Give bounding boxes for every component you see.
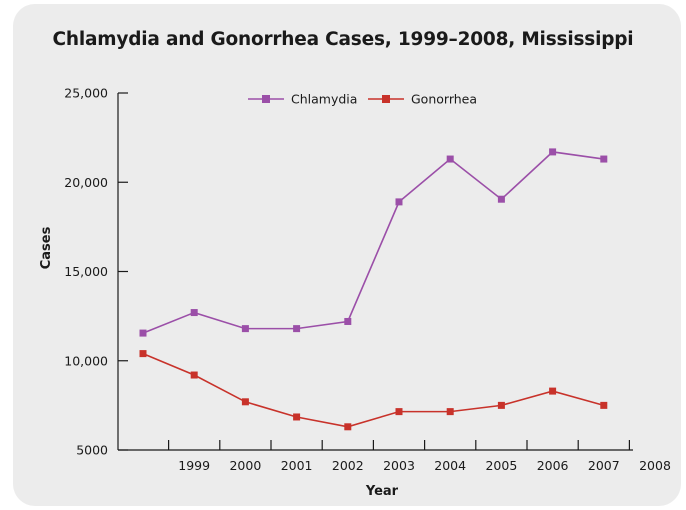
x-tick-label: 2007: [588, 458, 620, 473]
chart-panel: [13, 4, 681, 506]
chlamydia-point: [139, 329, 147, 337]
legend-chlamydia-marker: [262, 95, 270, 103]
gonorrhea-point: [395, 408, 403, 416]
x-tick-label: 2008: [639, 458, 671, 473]
x-tick-label: 1999: [178, 458, 210, 473]
chlamydia-point: [600, 155, 608, 163]
chlamydia-point: [446, 155, 454, 163]
x-tick-label: 2004: [434, 458, 466, 473]
gonorrhea-point: [139, 350, 147, 358]
x-tick-label: 2005: [485, 458, 517, 473]
gonorrhea-point: [497, 401, 505, 409]
x-tick-label: 2001: [281, 458, 313, 473]
legend-gonorrhea-marker: [382, 95, 390, 103]
chlamydia-point: [497, 195, 505, 203]
x-axis-title: Year: [365, 484, 399, 499]
x-tick-label: 2002: [332, 458, 364, 473]
y-axis-title: Cases: [39, 226, 54, 269]
x-tick-label: 2000: [229, 458, 261, 473]
gonorrhea-line: [142, 352, 605, 428]
gonorrhea-point: [600, 401, 608, 409]
gonorrhea-point: [549, 387, 557, 395]
chlamydia-point: [344, 317, 352, 325]
chlamydia-point: [549, 148, 557, 156]
x-tick-label: 2003: [383, 458, 415, 473]
chlamydia-line: [142, 151, 604, 334]
gonorrhea-point: [241, 398, 249, 406]
y-tick-label: 5000: [76, 443, 108, 458]
gonorrhea-point: [190, 371, 198, 379]
gonorrhea-point: [344, 423, 352, 431]
gonorrhea-point: [446, 408, 454, 416]
chlamydia-point: [293, 325, 301, 333]
y-tick-label: 15,000: [64, 264, 108, 279]
chlamydia-point: [190, 309, 198, 317]
chart-title: Chlamydia and Gonorrhea Cases, 1999–2008…: [52, 29, 634, 50]
x-tick-label: 2006: [537, 458, 569, 473]
y-tick-label: 10,000: [64, 353, 108, 368]
chlamydia-point: [241, 325, 249, 333]
chlamydia-point: [395, 198, 403, 206]
legend-gonorrhea-label: Gonorrhea: [411, 92, 477, 107]
y-tick-label: 25,000: [64, 86, 108, 101]
gonorrhea-point: [293, 413, 301, 421]
y-tick-label: 20,000: [64, 175, 108, 190]
legend-chlamydia-label: Chlamydia: [291, 92, 357, 107]
